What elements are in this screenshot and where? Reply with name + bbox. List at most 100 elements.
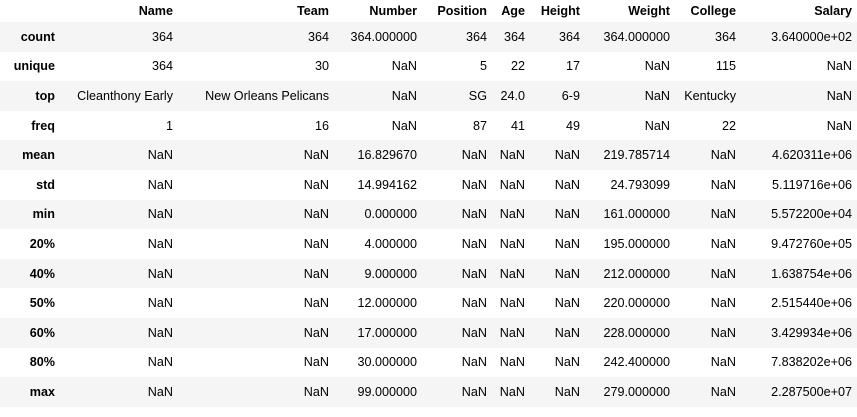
- table-cell: 22: [721, 118, 736, 133]
- table-cell: 7.838202e+06: [771, 355, 852, 370]
- table-cell: 364: [558, 29, 580, 44]
- table-cell: NaN: [554, 325, 580, 340]
- table-cell: 279.000000: [603, 384, 670, 399]
- table-row: 60% NaN NaN 17.000000 NaN NaN NaN 228.000000 NaN…: [0, 317, 857, 348]
- table-cell: NaN: [710, 355, 736, 370]
- table-cell: 99.000000: [357, 384, 417, 399]
- table-cell: NaN: [499, 207, 525, 222]
- table-cell: 24.793099: [610, 177, 670, 192]
- table-cell: 364: [465, 29, 487, 44]
- table-cell: NaN: [391, 59, 417, 74]
- table-row: 80% NaN NaN 30.000000 NaN NaN NaN 242.400000 NaN…: [0, 347, 857, 378]
- column-header: College: [690, 4, 737, 18]
- table-cell: 0.000000: [364, 207, 417, 222]
- table-cell: 16.829670: [357, 148, 417, 163]
- table-cell: 17.000000: [357, 325, 417, 340]
- table-cell: NaN: [554, 296, 580, 311]
- table-cell: 3.429934e+06: [771, 325, 852, 340]
- column-header: Number: [369, 4, 417, 18]
- table-cell: NaN: [303, 177, 329, 192]
- table-cell: 364.000000: [350, 29, 417, 44]
- table-row: 20% NaN NaN 4.000000 NaN NaN NaN 195.000000 NaN 9…: [0, 229, 857, 259]
- table-cell: NaN: [499, 236, 525, 251]
- table-row: count 364 364 364.000000 364 364 364 364.000000…: [0, 22, 857, 52]
- header-row: Name Team Number Position Age Height Weight Col…: [0, 0, 857, 22]
- table-cell: 195.000000: [603, 236, 670, 251]
- table-cell: 364: [151, 29, 173, 44]
- column-header: Salary: [814, 4, 852, 18]
- table-row: mean NaN NaN 16.829670 NaN NaN NaN 219.785714 Na…: [0, 140, 857, 170]
- table-cell: New Orleans Pelicans: [205, 88, 329, 103]
- table-row: 40% NaN NaN 9.000000 NaN NaN NaN 212.000000 NaN 1…: [0, 258, 857, 289]
- table-cell: NaN: [391, 88, 417, 103]
- table-cell: NaN: [461, 325, 487, 340]
- table-row: min NaN NaN 0.000000 NaN NaN NaN 161.000000 NaN 5…: [0, 199, 857, 230]
- table-cell: 9.000000: [364, 266, 417, 281]
- row-label: 60%: [29, 325, 55, 340]
- table-cell: NaN: [303, 207, 329, 222]
- table-cell: 1.638754e+06: [771, 266, 852, 281]
- table-row: std NaN NaN 14.994162 NaN NaN NaN 24.793099 NaN 5…: [0, 169, 857, 200]
- table-cell: NaN: [147, 384, 173, 399]
- table-cell: NaN: [499, 355, 525, 370]
- table-cell: 5: [479, 59, 487, 74]
- table-cell: NaN: [644, 59, 670, 74]
- table-cell: NaN: [710, 296, 736, 311]
- table-cell: 5.572200e+04: [771, 207, 852, 222]
- row-label: unique: [13, 59, 55, 74]
- table-cell: NaN: [147, 236, 173, 251]
- table-row: top Cleanthony Early New Orleans Pelicans N…: [0, 81, 857, 111]
- table-cell: NaN: [461, 296, 487, 311]
- column-header: Team: [297, 4, 329, 18]
- table-cell: NaN: [826, 118, 852, 133]
- table-cell: NaN: [461, 207, 487, 222]
- table-cell: NaN: [499, 266, 525, 281]
- table-cell: 24.0: [500, 88, 525, 103]
- table-cell: NaN: [461, 266, 487, 281]
- table-cell: 364: [151, 59, 173, 74]
- table-cell: NaN: [303, 148, 329, 163]
- table-cell: NaN: [554, 384, 580, 399]
- table-cell: 364: [714, 29, 736, 44]
- column-header: Weight: [628, 4, 670, 18]
- table-cell: NaN: [554, 266, 580, 281]
- table-cell: SG: [468, 88, 487, 103]
- table-cell: NaN: [303, 325, 329, 340]
- table-cell: 30.000000: [357, 355, 417, 370]
- table-row: 50% NaN NaN 12.000000 NaN NaN NaN 220.000000 NaN…: [0, 288, 857, 318]
- table-cell: NaN: [554, 177, 580, 192]
- table-cell: NaN: [147, 355, 173, 370]
- index-header: [0, 0, 60, 22]
- table-cell: NaN: [710, 148, 736, 163]
- table-cell: NaN: [644, 88, 670, 103]
- table-cell: NaN: [461, 177, 487, 192]
- column-header: Age: [501, 4, 525, 18]
- table-row: freq 1 16 NaN 87 41 49 NaN 22 NaN: [0, 110, 857, 141]
- column-header: Height: [540, 4, 580, 18]
- table-cell: 219.785714: [603, 148, 670, 163]
- table-cell: NaN: [644, 118, 670, 133]
- row-label: 80%: [29, 355, 55, 370]
- table-cell: NaN: [710, 236, 736, 251]
- table-cell: NaN: [461, 384, 487, 399]
- table-cell: NaN: [554, 355, 580, 370]
- table-cell: NaN: [461, 148, 487, 163]
- table-cell: 2.515440e+06: [771, 296, 852, 311]
- row-label: std: [36, 177, 55, 192]
- row-label: 40%: [29, 266, 55, 281]
- row-label: min: [32, 207, 55, 222]
- table-cell: NaN: [303, 236, 329, 251]
- table-cell: 3.640000e+02: [771, 29, 852, 44]
- table-cell: NaN: [710, 384, 736, 399]
- row-label: 50%: [29, 296, 55, 311]
- table-cell: 5.119716e+06: [772, 177, 852, 192]
- table-cell: NaN: [147, 148, 173, 163]
- table-cell: NaN: [554, 148, 580, 163]
- table-cell: NaN: [147, 325, 173, 340]
- table-cell: NaN: [461, 236, 487, 251]
- table-cell: Kentucky: [684, 88, 736, 103]
- row-label: mean: [22, 148, 55, 163]
- table-header: Name Team Number Position Age Height Weight Col…: [0, 0, 857, 22]
- table-cell: 4.000000: [364, 236, 417, 251]
- describe-table: Name Team Number Position Age Height Weight Col…: [0, 0, 857, 399]
